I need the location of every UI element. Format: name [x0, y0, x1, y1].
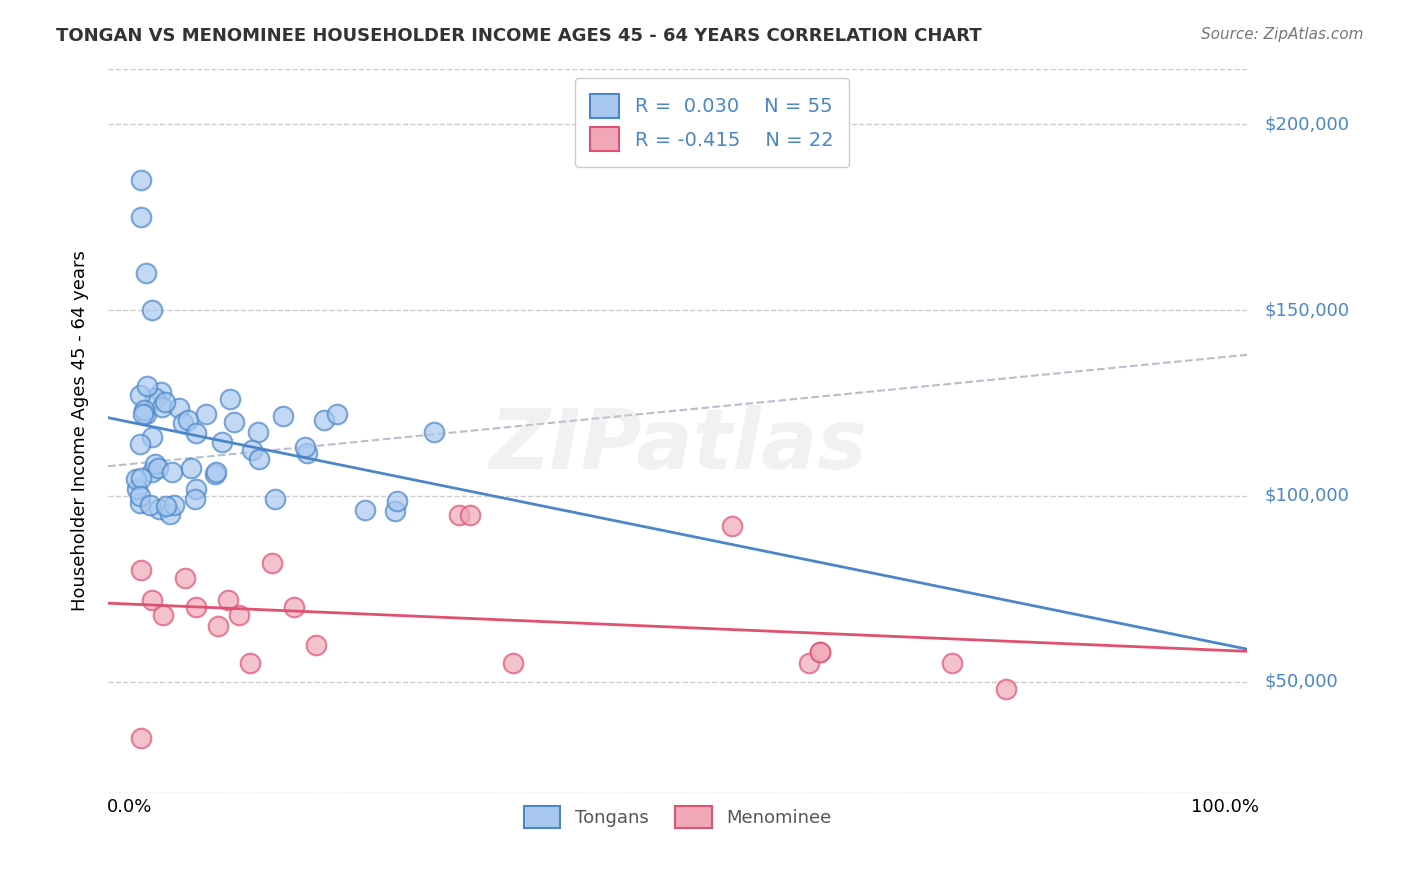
Point [184, 426, 207, 441]
Point [721, 518, 744, 533]
Point [941, 657, 963, 671]
Point [222, 415, 245, 429]
Point [239, 657, 262, 671]
Point [177, 413, 200, 427]
Point [132, 403, 155, 417]
Point [995, 682, 1018, 697]
Point [129, 563, 152, 577]
Point [186, 482, 208, 496]
Point [312, 412, 335, 426]
Point [128, 496, 150, 510]
Point [141, 430, 163, 444]
Point [129, 471, 152, 485]
Point [163, 498, 186, 512]
Point [145, 391, 167, 405]
Point [172, 416, 194, 430]
Point [240, 443, 263, 458]
Point [125, 472, 148, 486]
Point [218, 593, 240, 607]
Point [180, 461, 202, 475]
Point [129, 437, 152, 451]
Point [264, 491, 287, 506]
Point [283, 600, 305, 615]
Point [159, 507, 181, 521]
Point [152, 607, 174, 622]
Point [155, 395, 177, 409]
Point [129, 489, 152, 503]
Text: $150,000: $150,000 [1264, 301, 1350, 319]
Point [135, 266, 157, 280]
Point [305, 638, 328, 652]
Point [326, 407, 349, 421]
Point [194, 407, 217, 421]
Point [129, 211, 152, 225]
Point [128, 387, 150, 401]
Text: $200,000: $200,000 [1264, 115, 1350, 133]
Point [271, 409, 294, 423]
Point [150, 385, 173, 400]
Point [129, 173, 152, 187]
Point [797, 657, 820, 671]
Point [808, 645, 831, 659]
Point [141, 465, 163, 479]
Point [228, 607, 250, 622]
Point [211, 434, 233, 449]
Point [184, 600, 207, 615]
Text: TONGAN VS MENOMINEE HOUSEHOLDER INCOME AGES 45 - 64 YEARS CORRELATION CHART: TONGAN VS MENOMINEE HOUSEHOLDER INCOME A… [56, 27, 981, 45]
Text: $50,000: $50,000 [1264, 673, 1339, 690]
Point [204, 467, 226, 482]
Point [207, 619, 229, 633]
Point [458, 508, 481, 522]
Point [423, 425, 446, 439]
Point [247, 452, 270, 467]
Point [294, 440, 316, 454]
Point [184, 492, 207, 507]
Point [385, 493, 408, 508]
Point [173, 571, 195, 585]
Point [141, 593, 163, 607]
Text: ZIPatlas: ZIPatlas [489, 405, 866, 486]
Point [808, 645, 831, 659]
Point [132, 407, 155, 421]
Point [354, 503, 377, 517]
Point [160, 465, 183, 479]
Point [143, 457, 166, 471]
Point [148, 501, 170, 516]
Point [219, 392, 242, 406]
Y-axis label: Householder Income Ages 45 - 64 years: Householder Income Ages 45 - 64 years [72, 251, 89, 611]
Point [155, 500, 177, 514]
Point [447, 508, 470, 522]
Point [125, 482, 148, 496]
Point [297, 446, 319, 460]
Point [262, 556, 284, 570]
Text: $100,000: $100,000 [1264, 487, 1350, 505]
Text: Source: ZipAtlas.com: Source: ZipAtlas.com [1201, 27, 1364, 42]
Point [129, 731, 152, 745]
Point [246, 425, 269, 439]
Legend: Tongans, Menominee: Tongans, Menominee [517, 798, 838, 835]
Point [141, 303, 163, 318]
Point [136, 379, 159, 393]
Point [139, 498, 162, 512]
Point [167, 401, 190, 416]
Point [204, 465, 226, 479]
Point [502, 657, 524, 671]
Point [150, 400, 173, 414]
Point [135, 407, 157, 421]
Point [148, 461, 170, 475]
Point [384, 504, 406, 518]
